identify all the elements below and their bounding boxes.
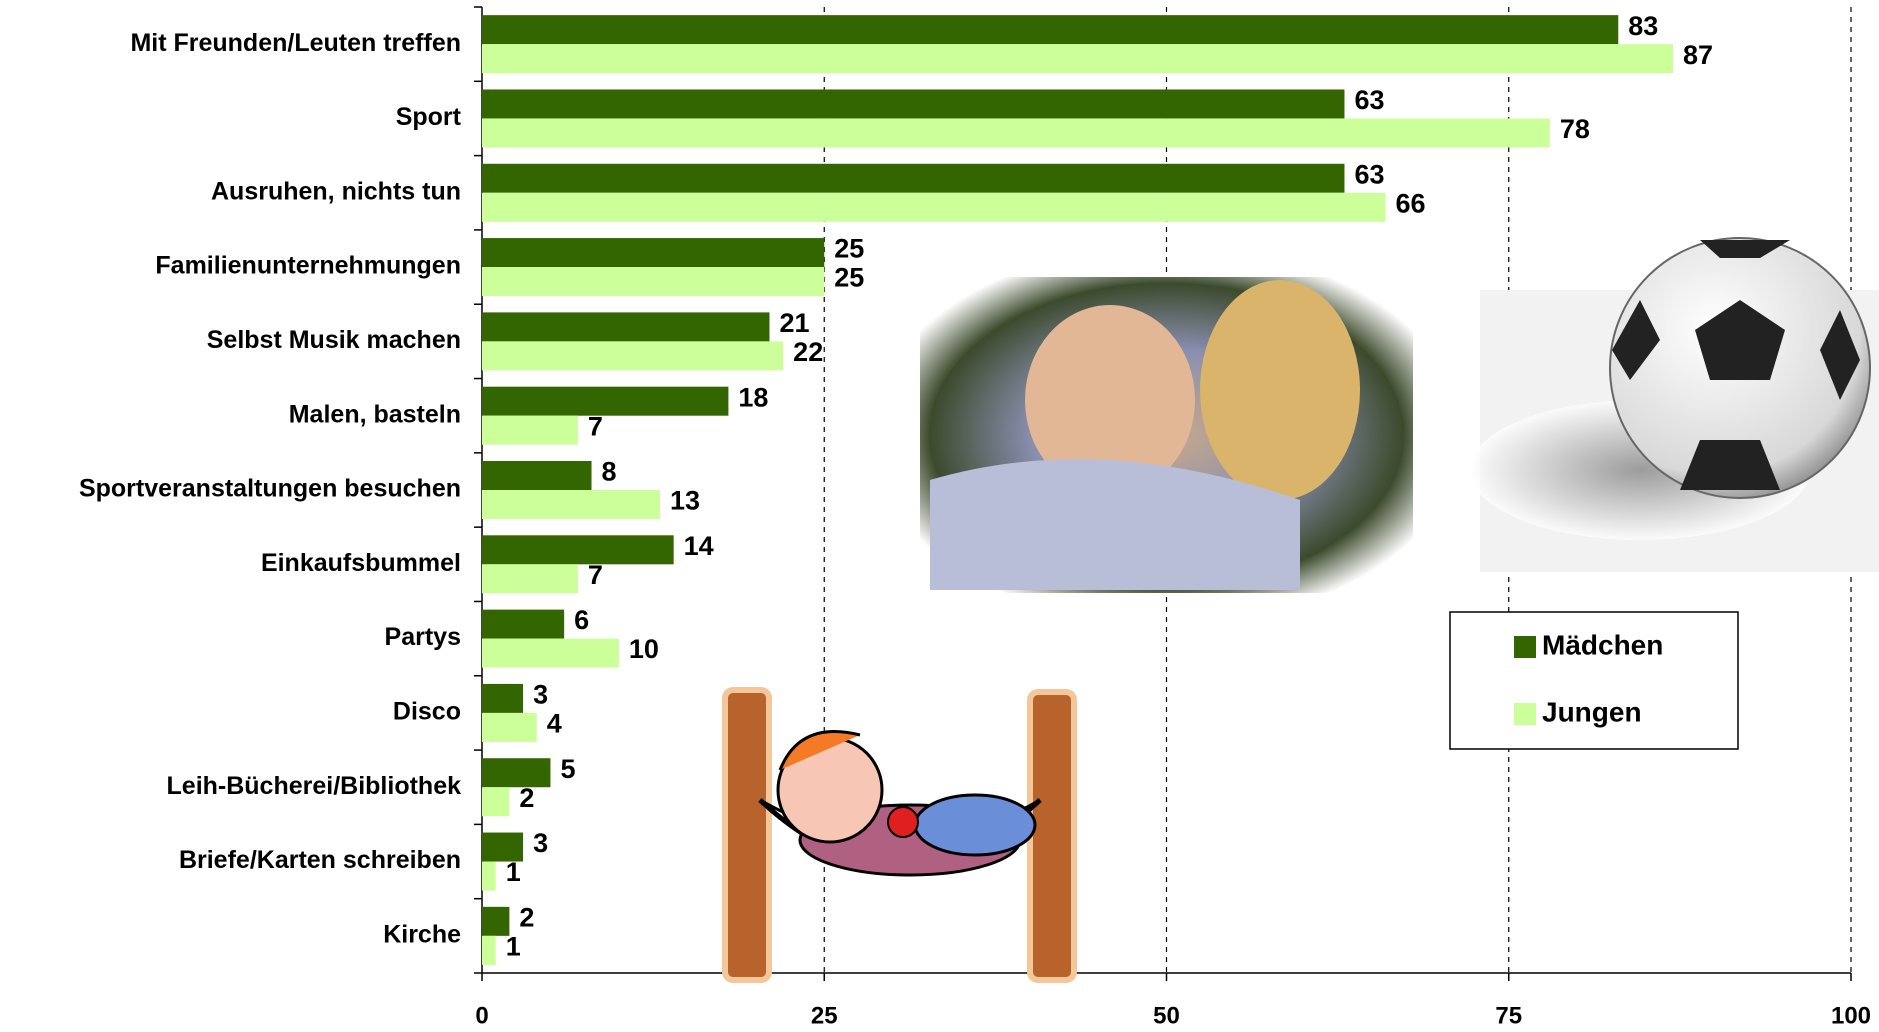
bar <box>482 936 496 965</box>
bar <box>482 684 523 713</box>
value-label: 3 <box>533 828 548 858</box>
value-label: 2 <box>519 902 534 932</box>
bar <box>482 535 674 564</box>
value-label: 6 <box>574 605 589 635</box>
bar <box>482 862 496 891</box>
bar <box>482 15 1618 44</box>
value-label: 63 <box>1354 85 1384 115</box>
value-label: 2 <box>519 783 534 813</box>
y-tick-label: Selbst Musik machen <box>207 326 461 354</box>
bar <box>482 787 509 816</box>
value-label: 66 <box>1396 188 1426 218</box>
value-label: 7 <box>588 560 603 590</box>
legend-swatch <box>1514 636 1536 658</box>
bar <box>482 387 728 416</box>
bar <box>482 639 619 668</box>
bar <box>482 118 1550 147</box>
y-tick-label: Partys <box>385 623 461 651</box>
legend-swatch <box>1514 703 1536 725</box>
chart: 0255075100Mit Freunden/Leuten treffen838… <box>0 0 1879 1032</box>
value-label: 7 <box>588 411 603 441</box>
x-tick-label: 50 <box>1153 1002 1180 1029</box>
y-tick-label: Ausruhen, nichts tun <box>211 177 461 205</box>
bar <box>482 164 1344 193</box>
value-label: 18 <box>738 382 768 412</box>
value-label: 13 <box>670 486 700 516</box>
legend: Mädchen Jungen <box>1450 612 1738 749</box>
bar <box>482 341 783 370</box>
x-tick-label: 75 <box>1495 1002 1522 1029</box>
value-label: 5 <box>560 754 575 784</box>
y-tick-label: Sportveranstaltungen besuchen <box>79 475 461 503</box>
y-tick-label: Mit Freunden/Leuten treffen <box>130 29 461 57</box>
bar <box>482 758 550 787</box>
value-label: 14 <box>684 531 714 561</box>
value-label: 10 <box>629 634 659 664</box>
x-tick-label: 0 <box>475 1002 488 1029</box>
bar <box>482 267 824 296</box>
football-image <box>1470 238 1879 572</box>
value-label: 25 <box>834 234 864 264</box>
value-label: 78 <box>1560 114 1590 144</box>
value-label: 22 <box>793 337 823 367</box>
legend-label: Mädchen <box>1542 629 1663 660</box>
y-tick-label: Kirche <box>383 920 461 948</box>
x-tick-label: 25 <box>811 1002 838 1029</box>
bar <box>482 461 592 490</box>
y-tick-label: Leih-Bücherei/Bibliothek <box>167 772 462 800</box>
y-tick-label: Sport <box>396 103 462 131</box>
photo-friends <box>920 277 1413 593</box>
y-tick-label: Disco <box>393 698 461 726</box>
bar <box>482 416 578 445</box>
y-tick-label: Malen, basteln <box>289 400 461 428</box>
value-label: 1 <box>506 931 521 961</box>
x-tick-label: 100 <box>1831 1002 1871 1029</box>
bar <box>482 44 1673 73</box>
value-label: 21 <box>779 308 809 338</box>
bar <box>482 312 769 341</box>
y-tick-label: Briefe/Karten schreiben <box>179 846 461 874</box>
value-label: 25 <box>834 263 864 293</box>
bar <box>482 193 1386 222</box>
bar <box>482 89 1344 118</box>
bar <box>482 238 824 267</box>
value-label: 83 <box>1628 11 1658 41</box>
value-label: 4 <box>547 709 562 739</box>
legend-label: Jungen <box>1542 696 1642 727</box>
value-label: 3 <box>533 680 548 710</box>
hammock-cartoon <box>725 690 1074 980</box>
value-label: 87 <box>1683 40 1713 70</box>
y-tick-label: Einkaufsbummel <box>261 549 461 577</box>
bar <box>482 713 537 742</box>
bar <box>482 490 660 519</box>
value-label: 63 <box>1354 159 1384 189</box>
bar <box>482 610 564 639</box>
value-label: 1 <box>506 857 521 887</box>
bar <box>482 564 578 593</box>
value-label: 8 <box>602 457 617 487</box>
y-tick-label: Familienunternehmungen <box>155 252 461 280</box>
